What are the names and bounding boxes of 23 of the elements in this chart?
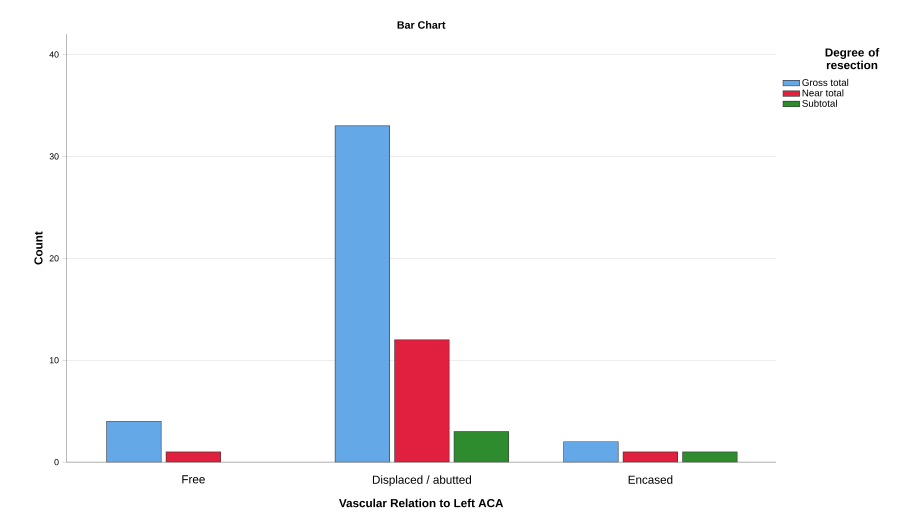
bar [166,452,221,463]
legend-label: Near total [802,89,844,97]
y-tick-label: 40 [49,52,59,58]
bar [106,421,162,463]
bar [622,452,678,463]
y-axis-title: Count [34,232,43,265]
y-tick-label: 30 [50,154,59,160]
y-tick-label: 20 [50,255,59,262]
bar [454,431,509,463]
x-tick-label: Displaced / abutted [372,476,471,486]
legend-label: Gross total [802,79,848,86]
x-tick-label: Encased [628,476,672,484]
x-tick-label: Free [182,476,205,484]
x-axis-title: Vascular Relation to Left ACA [339,498,504,508]
y-tick-label: 10 [50,357,59,364]
legend-label: Subtotal [802,100,837,108]
bar [394,340,450,463]
chart-title: Bar Chart [398,21,446,29]
y-tick-label: 0 [54,459,59,466]
bar [563,442,619,463]
bar [682,452,738,463]
legend-title: Degree of resection [826,48,880,70]
bar [334,126,390,463]
